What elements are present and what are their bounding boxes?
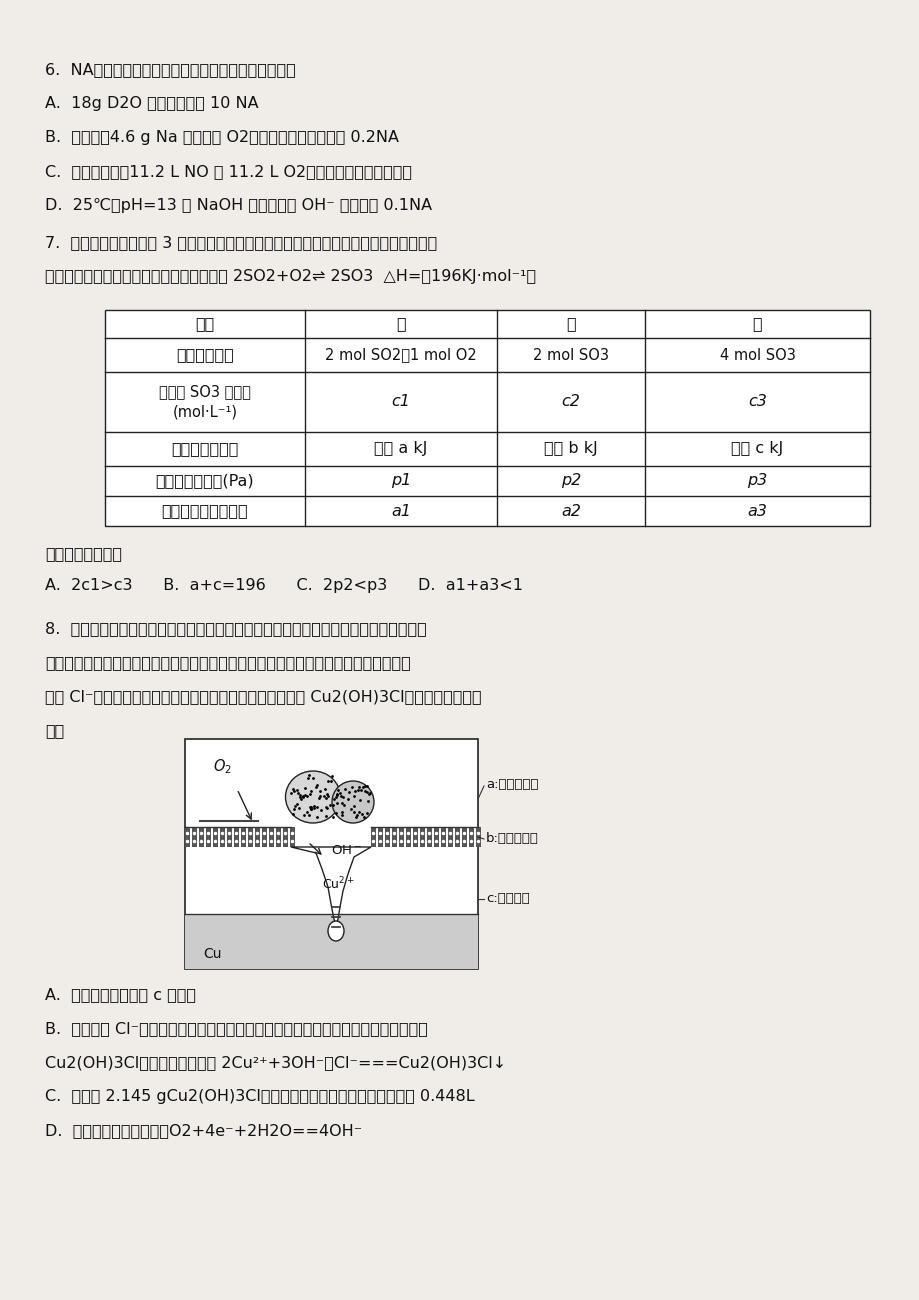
Text: 平衡时 SO3 的浓度: 平衡时 SO3 的浓度 — [159, 385, 251, 399]
Bar — [255, 827, 260, 848]
Text: 8.  青铜器的制造是中华民族劳动人民智慧的结晶，成为一个时代的象征，但出土的青铜: 8. 青铜器的制造是中华民族劳动人民智慧的结晶，成为一个时代的象征，但出土的青铜 — [45, 621, 426, 636]
Bar — [370, 827, 376, 848]
Bar — [206, 827, 210, 848]
Bar — [378, 827, 382, 848]
Bar — [399, 827, 403, 848]
Bar — [105, 309, 869, 526]
Text: 2 mol SO2、1 mol O2: 2 mol SO2、1 mol O2 — [324, 347, 476, 363]
Text: a1: a1 — [391, 503, 411, 519]
Bar — [426, 827, 432, 848]
Text: D.  正极的电极反应式为：O2+4e⁻+2H2O==4OH⁻: D. 正极的电极反应式为：O2+4e⁻+2H2O==4OH⁻ — [45, 1123, 362, 1138]
Bar — [233, 827, 239, 848]
Text: p1: p1 — [391, 473, 411, 489]
Text: Cu2(OH)3Cl，其离子方程式为 2Cu²⁺+3OH⁻十Cl⁻===Cu2(OH)3Cl↓: Cu2(OH)3Cl，其离子方程式为 2Cu²⁺+3OH⁻十Cl⁻===Cu2(… — [45, 1056, 505, 1070]
Ellipse shape — [332, 781, 374, 823]
Text: A.  腐蚀过程中，负极 c 被氧化: A. 腐蚀过程中，负极 c 被氧化 — [45, 987, 196, 1002]
Text: a3: a3 — [747, 503, 766, 519]
Text: OH$^-$: OH$^-$ — [331, 844, 362, 857]
Text: D.  25℃，pH=13 的 NaOH 溶液中含有 OH⁻ 的数目为 0.1NA: D. 25℃，pH=13 的 NaOH 溶液中含有 OH⁻ 的数目为 0.1NA — [45, 198, 432, 213]
Text: 甲: 甲 — [396, 316, 405, 332]
Text: 得反应达到平衡时的有关数据如下：（已知 2SO2+O2⇌ 2SO3  △H=－196KJ·mol⁻¹）: 得反应达到平衡时的有关数据如下：（已知 2SO2+O2⇌ 2SO3 △H=－19… — [45, 269, 536, 283]
Bar — [276, 827, 280, 848]
Text: 下列说法正确的是: 下列说法正确的是 — [45, 546, 122, 562]
Bar — [475, 827, 481, 848]
Text: A.  2c1>c3      B.  a+c=196      C.  2p2<p3      D.  a1+a3<1: A. 2c1>c3 B. a+c=196 C. 2p2<p3 D. a1+a3<… — [45, 578, 522, 593]
Bar — [192, 827, 197, 848]
Text: a:多孔粉状锈: a:多孔粉状锈 — [485, 777, 538, 790]
Text: p3: p3 — [746, 473, 766, 489]
Text: Cu$^{2+}$: Cu$^{2+}$ — [322, 876, 354, 892]
Bar — [199, 827, 204, 848]
Text: 中的 Cl⁻扩散到孔口，并与各电极产物作用生成多孔粉状锈 Cu2(OH)3Cl。下列说法不正确: 中的 Cl⁻扩散到孔口，并与各电极产物作用生成多孔粉状锈 Cu2(OH)3Cl。… — [45, 689, 482, 705]
Ellipse shape — [285, 771, 340, 823]
Text: b:多孔催化层: b:多孔催化层 — [485, 832, 539, 845]
Bar — [262, 827, 267, 848]
Bar — [405, 827, 411, 848]
Text: p2: p2 — [561, 473, 581, 489]
Bar — [213, 827, 218, 848]
Bar — [185, 738, 478, 968]
Text: 6.  NA表示阿伏加德罗常数的值。下列说法中正确的是: 6. NA表示阿伏加德罗常数的值。下列说法中正确的是 — [45, 62, 295, 77]
Text: C.  标准状况下，11.2 L NO 和 11.2 L O2混合后气体的分子总数为: C. 标准状况下，11.2 L NO 和 11.2 L O2混合后气体的分子总数… — [45, 164, 412, 179]
Bar — [185, 914, 478, 968]
Bar — [448, 827, 452, 848]
Bar — [241, 827, 245, 848]
Bar — [420, 827, 425, 848]
Text: c2: c2 — [561, 394, 580, 410]
Bar — [413, 827, 417, 848]
Text: $O_2$: $O_2$ — [213, 758, 232, 776]
Bar — [283, 827, 288, 848]
Bar — [461, 827, 467, 848]
Text: 平衡时反应物转化率: 平衡时反应物转化率 — [162, 503, 248, 519]
Text: 吸收 b kJ: 吸收 b kJ — [543, 442, 597, 456]
Text: 反应的能量变化: 反应的能量变化 — [171, 442, 238, 456]
Text: c:青铜基体: c:青铜基体 — [485, 893, 529, 906]
Text: 平衡时体系压强(Pa): 平衡时体系压强(Pa) — [155, 473, 254, 489]
Text: B.  常温下，4.6 g Na 和足量的 O2完全反应失去电子数为 0.2NA: B. 常温下，4.6 g Na 和足量的 O2完全反应失去电子数为 0.2NA — [45, 130, 399, 146]
Text: B.  环境中的 Cl⁻扩散到孔口，并与正极反应产物和负极反应产物作用生成多孔粉状锈: B. 环境中的 Cl⁻扩散到孔口，并与正极反应产物和负极反应产物作用生成多孔粉状… — [45, 1020, 427, 1036]
Polygon shape — [290, 848, 370, 927]
Ellipse shape — [328, 920, 344, 941]
Text: 器大多受到环境腐蚀。如图为青铜器在潮湿环境中发生电化学腐蚀的原理示意图。环境: 器大多受到环境腐蚀。如图为青铜器在潮湿环境中发生电化学腐蚀的原理示意图。环境 — [45, 655, 410, 670]
Bar — [391, 827, 397, 848]
Bar — [434, 827, 438, 848]
Text: 2 mol SO3: 2 mol SO3 — [532, 347, 608, 363]
Text: 反应物投入量: 反应物投入量 — [176, 347, 233, 363]
Bar — [227, 827, 232, 848]
Bar — [384, 827, 390, 848]
Text: 丙: 丙 — [752, 316, 762, 332]
Text: a2: a2 — [561, 503, 580, 519]
Bar — [220, 827, 225, 848]
Bar — [440, 827, 446, 848]
Bar — [185, 827, 190, 848]
Bar — [289, 827, 295, 848]
Text: 7.  在温度、容积相同的 3 个密闭容器中，按不同方式投入反应物，保持恒温、恒容，测: 7. 在温度、容积相同的 3 个密闭容器中，按不同方式投入反应物，保持恒温、恒容… — [45, 235, 437, 250]
Bar — [268, 827, 274, 848]
Bar — [248, 827, 253, 848]
Text: A.  18g D2O 含有电子数为 10 NA: A. 18g D2O 含有电子数为 10 NA — [45, 96, 258, 110]
Bar — [469, 827, 473, 848]
Text: 吸收 c kJ: 吸收 c kJ — [731, 442, 783, 456]
Text: 4 mol SO3: 4 mol SO3 — [719, 347, 795, 363]
Bar — [455, 827, 460, 848]
Text: Cu: Cu — [203, 946, 221, 961]
Text: 放出 a kJ: 放出 a kJ — [374, 442, 427, 456]
Text: 的是: 的是 — [45, 723, 64, 738]
Text: C.  若生成 2.145 gCu2(OH)3Cl，则理论上消耗标准状况氧气体积为 0.448L: C. 若生成 2.145 gCu2(OH)3Cl，则理论上消耗标准状况氧气体积为… — [45, 1089, 474, 1104]
Text: 容器: 容器 — [195, 316, 214, 332]
Text: c3: c3 — [747, 394, 766, 410]
Text: 乙: 乙 — [565, 316, 575, 332]
Text: (mol·L⁻¹): (mol·L⁻¹) — [173, 404, 237, 420]
Text: c1: c1 — [391, 394, 410, 410]
